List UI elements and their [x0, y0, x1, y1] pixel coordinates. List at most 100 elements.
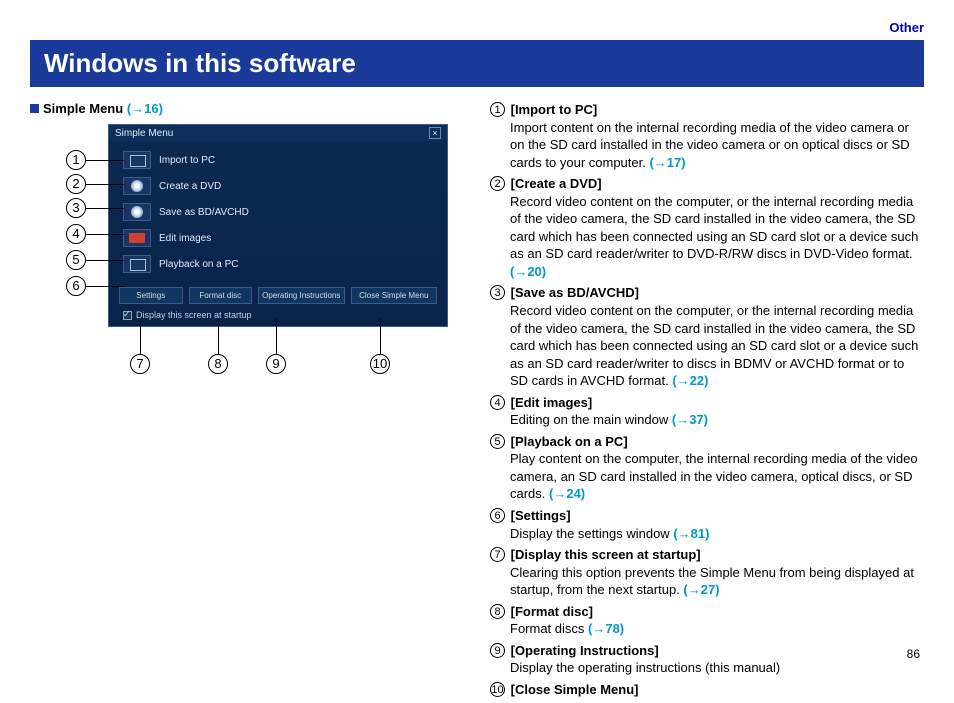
menu-row-create-a-dvd[interactable]: Create a DVD: [119, 175, 437, 197]
callout-line: [86, 286, 124, 287]
description-text: Display the settings window: [510, 526, 673, 541]
description-item-7: 7 [Display this screen at startup]Cleari…: [490, 546, 924, 599]
callout-9: 9: [266, 354, 286, 374]
description-item-4: 4 [Edit images]Editing on the main windo…: [490, 394, 924, 429]
description-title: [Settings]: [507, 508, 571, 523]
callout-4: 4: [66, 224, 86, 244]
description-title: [Display this screen at startup]: [507, 547, 701, 562]
bottom-button-settings[interactable]: Settings: [119, 287, 183, 304]
menu-row-save-as-bd-avchd[interactable]: Save as BD/AVCHD: [119, 201, 437, 223]
callout-line: [86, 234, 124, 235]
page-number: 86: [907, 647, 920, 661]
callout-line: [140, 319, 141, 354]
description-title: [Close Simple Menu]: [507, 682, 638, 697]
disc-icon: [123, 177, 151, 195]
callout-3: 3: [66, 198, 86, 218]
callout-line: [380, 319, 381, 354]
checkbox-icon[interactable]: [123, 311, 132, 320]
description-item-3: 3 [Save as BD/AVCHD] Record video content…: [490, 284, 924, 389]
description-body: Import content on the internal recording…: [510, 119, 924, 172]
startup-checkbox-row[interactable]: Display this screen at startup: [109, 306, 447, 320]
callout-line: [86, 260, 124, 261]
description-title: [Playback on a PC]: [507, 434, 628, 449]
page-ref-link[interactable]: (→20): [510, 264, 546, 279]
menu-row-label: Edit images: [159, 233, 211, 244]
menu-row-label: Playback on a PC: [159, 259, 239, 270]
description-title: [Import to PC]: [507, 102, 597, 117]
description-text: Format discs: [510, 621, 588, 636]
left-column: Simple Menu (→16) Simple Menu × Import t…: [30, 101, 470, 703]
callout-line: [86, 208, 124, 209]
callout-line: [218, 319, 219, 354]
page-ref-link[interactable]: (→81): [673, 526, 709, 541]
page-ref-link[interactable]: (→78): [588, 621, 624, 636]
disc-icon: [123, 203, 151, 221]
bottom-button-close-simple-menu[interactable]: Close Simple Menu: [351, 287, 438, 304]
section-heading: Simple Menu (→16): [30, 101, 470, 116]
page-ref-link[interactable]: (→22): [672, 373, 708, 388]
callout-1: 1: [66, 150, 86, 170]
circled-number-icon: 9: [490, 643, 505, 658]
description-body: Display the operating instructions (this…: [510, 659, 924, 677]
edit-icon: [123, 229, 151, 247]
callout-10: 10: [370, 354, 390, 374]
description-body: Record video content on the computer, or…: [510, 193, 924, 281]
description-body: Display the settings window (→81): [510, 525, 924, 543]
description-body: Play content on the computer, the intern…: [510, 450, 924, 503]
menu-row-edit-images[interactable]: Edit images: [119, 227, 437, 249]
description-item-1: 1 [Import to PC] Import content on the in…: [490, 101, 924, 171]
pc-icon: [123, 255, 151, 273]
circled-number-icon: 2: [490, 176, 505, 191]
page-ref-link[interactable]: (→24): [549, 486, 585, 501]
circled-number-icon: 3: [490, 285, 505, 300]
window-titlebar: Simple Menu ×: [109, 125, 447, 141]
menu-row-label: Save as BD/AVCHD: [159, 207, 249, 218]
description-item-9: 9 [Operating Instructions]Display the op…: [490, 642, 924, 677]
page-ref-link[interactable]: (→27): [683, 582, 719, 597]
description-body: Clearing this option prevents the Simple…: [510, 564, 924, 599]
menu-row-playback-on-a-pc[interactable]: Playback on a PC: [119, 253, 437, 275]
callout-line: [86, 160, 124, 161]
close-icon[interactable]: ×: [429, 127, 441, 139]
circled-number-icon: 10: [490, 682, 505, 697]
category-header: Other: [30, 20, 924, 35]
page-ref-link[interactable]: (→37): [672, 412, 708, 427]
right-column: 1 [Import to PC] Import content on the in…: [490, 101, 924, 703]
description-item-10: 10 [Close Simple Menu]: [490, 681, 924, 699]
callout-6: 6: [66, 276, 86, 296]
menu-row-label: Import to PC: [159, 155, 215, 166]
description-body: Editing on the main window (→37): [510, 411, 924, 429]
circled-number-icon: 4: [490, 395, 505, 410]
description-title: [Save as BD/AVCHD]: [507, 285, 639, 300]
circled-number-icon: 1: [490, 102, 505, 117]
section-heading-text: Simple Menu: [43, 101, 123, 116]
section-ref-link[interactable]: (→16): [127, 101, 163, 116]
description-item-8: 8 [Format disc]Format discs (→78): [490, 603, 924, 638]
callout-line: [86, 184, 124, 185]
bottom-button-format-disc[interactable]: Format disc: [189, 287, 253, 304]
description-text: Record video content on the computer, or…: [510, 194, 918, 262]
callout-line: [276, 319, 277, 354]
description-body: Record video content on the computer, or…: [510, 302, 924, 390]
diagram: Simple Menu × Import to PC Create a DVD Sa…: [30, 124, 470, 444]
description-item-6: 6 [Settings] Display the settings window …: [490, 507, 924, 542]
circled-number-icon: 6: [490, 508, 505, 523]
description-title: [Format disc]: [507, 604, 593, 619]
circled-number-icon: 8: [490, 604, 505, 619]
callout-2: 2: [66, 174, 86, 194]
startup-label: Display this screen at startup: [136, 310, 252, 320]
description-body: Format discs (→78): [510, 620, 924, 638]
pc-icon: [123, 151, 151, 169]
description-text: Display the operating instructions (this…: [510, 660, 780, 675]
callout-5: 5: [66, 250, 86, 270]
bullet-square-icon: [30, 104, 39, 113]
menu-row-label: Create a DVD: [159, 181, 221, 192]
window-title: Simple Menu: [115, 128, 173, 139]
description-title: [Edit images]: [507, 395, 592, 410]
page-ref-link[interactable]: (→17): [649, 155, 685, 170]
simple-menu-window: Simple Menu × Import to PC Create a DVD Sa…: [108, 124, 448, 327]
menu-row-import-to-pc[interactable]: Import to PC: [119, 149, 437, 171]
description-text: Record video content on the computer, or…: [510, 303, 918, 388]
bottom-button-operating-instructions[interactable]: Operating Instructions: [258, 287, 345, 304]
description-item-2: 2 [Create a DVD]Record video content on …: [490, 175, 924, 280]
